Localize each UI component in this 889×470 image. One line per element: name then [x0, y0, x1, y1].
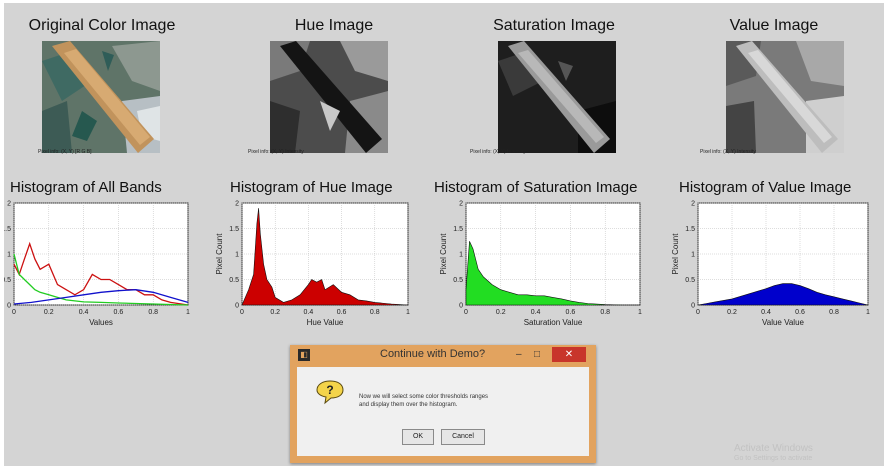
x-axis-label-val: Value Value — [762, 318, 805, 327]
y-tick-label-sat: 0 — [459, 303, 463, 310]
y-tick-label-val: 1 — [691, 252, 695, 259]
y-tick-label-hue: 1 — [235, 252, 239, 259]
x-axis-label-hue: Hue Value — [307, 318, 344, 327]
y-tick-label-sat: 2 — [459, 201, 463, 208]
value-image-title: Value Image — [729, 17, 819, 34]
original-image-title: Original Color Image — [28, 17, 176, 34]
x-tick-label-val: 0.2 — [727, 309, 737, 316]
cancel-button[interactable]: Cancel — [441, 429, 485, 445]
y-tick-label-all: 0 — [7, 303, 11, 310]
y-tick-label-all: 0.5 — [4, 277, 11, 284]
y-axis-label-hue: Pixel Count — [215, 233, 224, 275]
series-area-sat — [465, 241, 640, 306]
y-tick-label-hue: 0.5 — [229, 277, 239, 284]
figure-window: Original Color Image Hue Image Saturatio… — [4, 3, 884, 466]
y-tick-label-all: 1 — [7, 252, 11, 259]
hue-pixel-info: Pixel info: (X, Y) Intensity — [248, 149, 304, 155]
hist-hue-title: Histogram of Hue Image — [230, 179, 393, 196]
x-tick-label-sat: 0.4 — [531, 309, 541, 316]
continue-dialog: ◧ Continue with Demo? – □ ✕ ? Now we wil… — [290, 345, 596, 463]
y-tick-label-val: 0 — [691, 303, 695, 310]
value-pixel-info: Pixel info: (X, Y) Intensity — [700, 149, 756, 155]
x-tick-label-val: 0.8 — [829, 309, 839, 316]
dialog-message: Now we will select some color thresholds… — [359, 393, 488, 409]
x-tick-label-all: 0.2 — [44, 309, 54, 316]
x-tick-label-val: 0.4 — [761, 309, 771, 316]
x-tick-label-val: 0 — [696, 309, 700, 316]
hue-image — [270, 41, 388, 153]
saturation-pixel-info: Pixel info: (X, Y) Intensity — [470, 149, 526, 155]
series-line-all-0 — [13, 241, 189, 306]
x-tick-label-all: 0.4 — [79, 309, 89, 316]
hue-image-title: Hue Image — [294, 17, 374, 34]
original-color-image — [42, 41, 160, 153]
y-tick-label-sat: 1 — [459, 252, 463, 259]
x-tick-label-hue: 0.4 — [304, 309, 314, 316]
series-area-hue — [241, 208, 409, 306]
y-axis-label-sat: Pixel Count — [439, 233, 448, 275]
activate-windows-watermark: Activate Windows — [734, 443, 813, 454]
dialog-title: Continue with Demo? — [380, 348, 486, 360]
y-tick-label-val: 0.5 — [685, 277, 695, 284]
y-tick-label-hue: 1.5 — [229, 226, 239, 233]
y-tick-label-val: 2 — [691, 201, 695, 208]
series-line-all-1 — [13, 253, 189, 306]
y-axis-label-val: Pixel Count — [671, 233, 680, 275]
y-tick-label-sat: 0.5 — [453, 277, 463, 284]
question-icon: ? — [316, 380, 344, 405]
hist-sat-title: Histogram of Saturation Image — [434, 179, 638, 196]
matlab-app-icon: ◧ — [298, 349, 310, 361]
x-tick-label-val: 1 — [866, 309, 870, 316]
series-area-val — [697, 283, 869, 306]
x-tick-label-all: 0 — [12, 309, 16, 316]
x-tick-label-sat: 0 — [464, 309, 468, 316]
dialog-body: ? Now we will select some color threshol… — [297, 367, 589, 456]
x-tick-label-sat: 0.8 — [600, 309, 610, 316]
y-tick-label-all: 2 — [7, 201, 11, 208]
x-tick-label-hue: 0.6 — [337, 309, 347, 316]
maximize-icon[interactable]: □ — [534, 349, 541, 360]
ok-button[interactable]: OK — [402, 429, 434, 445]
x-tick-label-all: 1 — [186, 309, 190, 316]
dialog-message-line2: and display them over the histogram. — [359, 402, 458, 408]
minimize-icon[interactable]: – — [516, 349, 522, 360]
x-tick-label-hue: 0 — [240, 309, 244, 316]
x-tick-label-hue: 0.2 — [270, 309, 280, 316]
question-mark-glyph: ? — [326, 383, 333, 397]
hist-value-title: Histogram of Value Image — [679, 179, 852, 196]
saturation-image — [498, 41, 616, 153]
y-tick-label-hue: 0 — [235, 303, 239, 310]
x-tick-label-hue: 1 — [406, 309, 410, 316]
dialog-title-bar[interactable]: ◧ Continue with Demo? – □ ✕ — [290, 345, 596, 365]
series-line-all-2 — [13, 289, 189, 305]
original-pixel-info: Pixel info: (X, Y) [R G B] — [38, 149, 92, 155]
x-tick-label-all: 0.6 — [114, 309, 124, 316]
x-tick-label-sat: 0.2 — [496, 309, 506, 316]
y-tick-label-sat: 1.5 — [453, 226, 463, 233]
x-tick-label-all: 0.8 — [148, 309, 158, 316]
y-tick-label-hue: 2 — [235, 201, 239, 208]
hist-all-title: Histogram of All Bands — [10, 179, 162, 196]
close-icon[interactable]: ✕ — [552, 347, 586, 362]
x-axis-label-all: Values — [89, 318, 113, 327]
saturation-image-title: Saturation Image — [493, 17, 615, 34]
x-tick-label-sat: 0.6 — [566, 309, 576, 316]
x-tick-label-val: 0.6 — [795, 309, 805, 316]
activate-windows-watermark-sub: Go to Settings to activate — [734, 455, 813, 462]
histogram-charts: 0 0.2 0.4 0.6 0.8 1 0 0.5 1 1.5 2 Values 0 0.2 0.4 0.6 0… — [4, 201, 870, 328]
x-tick-label-sat: 1 — [638, 309, 642, 316]
x-tick-label-hue: 0.8 — [370, 309, 380, 316]
x-axis-label-sat: Saturation Value — [524, 318, 583, 327]
y-tick-label-val: 1.5 — [685, 226, 695, 233]
value-image — [726, 41, 844, 153]
y-tick-label-all: 1.5 — [4, 226, 11, 233]
dialog-message-line1: Now we will select some color thresholds… — [359, 394, 489, 400]
